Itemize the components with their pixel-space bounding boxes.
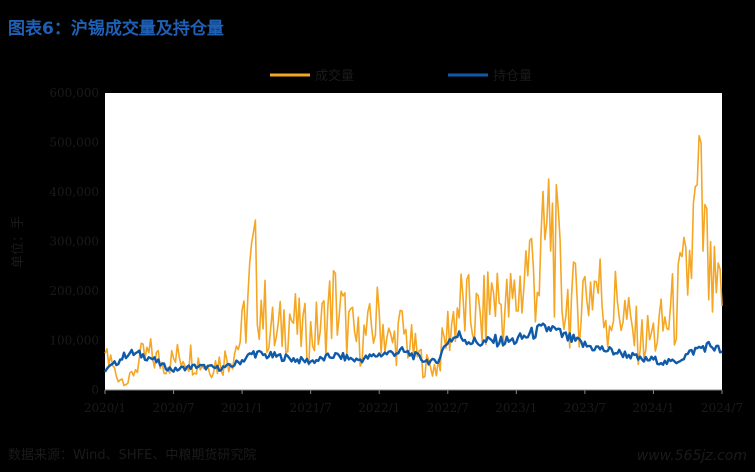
series-group: [103, 134, 723, 387]
x-tick-label: 2022/1: [358, 401, 400, 415]
x-tick-label: 2021/7: [290, 401, 332, 415]
y-tick-label: 200,000: [49, 284, 99, 298]
y-axis-label: 单位：手: [11, 216, 26, 268]
watermark: www.565jz.com: [636, 448, 747, 464]
x-tick-label: 2022/7: [427, 401, 469, 415]
figure-title: 图表6：沪锡成交量及持仓量: [8, 19, 224, 39]
y-tick-label: 400,000: [49, 185, 99, 199]
source-note: 数据来源：Wind、SHFE、中粮期货研究院: [8, 448, 257, 463]
x-tick-label: 2023/7: [564, 401, 606, 415]
legend: 成交量 持仓量: [270, 68, 532, 84]
x-axis: 2020/1 2020/7 2021/1 2021/7 2022/1 2022/7 2023…: [84, 390, 743, 415]
x-tick-label: 2020/1: [84, 401, 126, 415]
y-tick-label: 0: [91, 383, 99, 397]
x-tick-label: 2023/1: [495, 401, 537, 415]
x-tick-label: 2024/7: [701, 401, 743, 415]
y-axis: 0 100,000 200,000 300,000 400,000 500,000 600,…: [49, 86, 99, 397]
y-tick-label: 100,000: [49, 334, 99, 348]
y-tick-label: 300,000: [49, 235, 99, 249]
y-tick-label: 600,000: [49, 86, 99, 100]
x-tick-label: 2021/1: [221, 401, 263, 415]
series-line-open-interest: [103, 322, 723, 373]
x-tick-label: 2024/1: [632, 401, 674, 415]
y-tick-label: 500,000: [49, 136, 99, 150]
legend-label: 持仓量: [493, 69, 532, 84]
x-tick-label: 2020/7: [152, 401, 194, 415]
legend-label: 成交量: [315, 68, 354, 84]
plot-area: [105, 93, 722, 390]
